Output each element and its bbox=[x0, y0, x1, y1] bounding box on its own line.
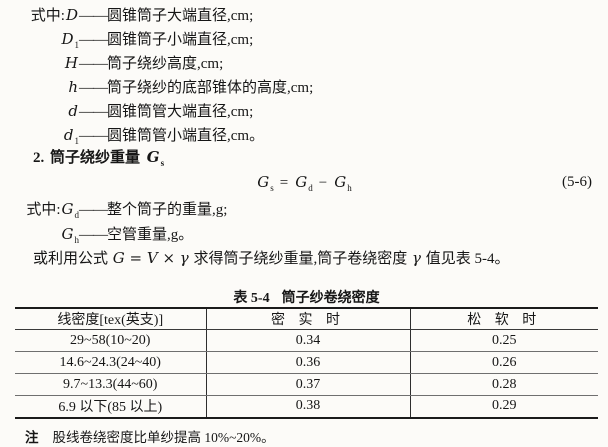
definition-variable: h bbox=[68, 78, 78, 96]
definition-line: d —— 圆锥筒管大端直径,cm; bbox=[0, 99, 313, 123]
column-header-linear-density: 线密度[tex(英支)] bbox=[15, 308, 206, 330]
definition-dash: —— bbox=[79, 202, 108, 218]
cell-soft-value: 0.28 bbox=[409, 373, 598, 396]
definition-dash: —— bbox=[79, 8, 108, 24]
definition-text: 圆锥筒子大端直径,cm; bbox=[107, 8, 254, 24]
table-title: 表 5-4 筒子纱卷绕密度 bbox=[15, 287, 598, 307]
definition-line: D1 —— 圆锥筒子小端直径,cm; bbox=[0, 27, 313, 51]
cell-dense-value: 0.37 bbox=[205, 373, 410, 396]
definition-line: d1 —— 圆锥筒管小端直径,cm。 bbox=[0, 123, 313, 147]
definition-dash: —— bbox=[79, 227, 108, 243]
cell-soft-value: 0.25 bbox=[409, 329, 598, 352]
cell-dense-value: 0.34 bbox=[205, 329, 410, 352]
definition-line: h —— 筒子绕纱的底部锥体的高度,cm; bbox=[0, 75, 313, 99]
definition-line: H —— 筒子绕纱高度,cm; bbox=[0, 51, 313, 75]
definition-text: 整个筒子的重量,g; bbox=[107, 202, 228, 218]
definition-dash: —— bbox=[79, 32, 108, 48]
definition-line: 式中:D —— 圆锥筒子大端直径,cm; bbox=[0, 3, 313, 27]
definition-dash: —— bbox=[79, 56, 108, 72]
cell-density-range: 29~58(10~20) bbox=[15, 329, 206, 352]
cell-dense-value: 0.36 bbox=[205, 351, 410, 374]
definition-variable: H bbox=[64, 54, 78, 72]
table-row: 14.6~24.3(24~40) 0.36 0.26 bbox=[15, 351, 598, 374]
definition-text: 圆锥筒管大端直径,cm; bbox=[107, 104, 254, 120]
cell-density-range: 14.6~24.3(24~40) bbox=[15, 351, 206, 374]
definition-text: 空管重量,g。 bbox=[107, 227, 194, 243]
table-header-row: 线密度[tex(英支)] 密 实 时 松 软 时 bbox=[15, 308, 598, 330]
definition-variable: d1 bbox=[63, 126, 79, 146]
section-heading: 2. 筒子绕纱重量 Gs bbox=[33, 148, 165, 168]
winding-density-table: 线密度[tex(英支)] 密 实 时 松 软 时 29~58(10~20) 0.… bbox=[15, 307, 598, 419]
note-text: 股线卷绕密度比单纱提高 10%~20%。 bbox=[52, 430, 275, 445]
definition-variable: Gh bbox=[61, 225, 79, 245]
table-row: 6.9 以下(85 以上) 0.38 0.29 bbox=[15, 395, 598, 418]
column-header-soft: 松 软 时 bbox=[409, 308, 598, 330]
definition-list-weight: 式中:Gd —— 整个筒子的重量,g; Gh —— 空管重量,g。 bbox=[0, 197, 227, 247]
table-footnote: 注股线卷绕密度比单纱提高 10%~20%。 bbox=[25, 426, 275, 446]
definition-dash: —— bbox=[79, 80, 108, 96]
definition-text: 圆锥筒子小端直径,cm; bbox=[107, 32, 254, 48]
equation-row: Gs = Gd − Gh (5-6) bbox=[0, 171, 608, 193]
note-label: 注 bbox=[25, 430, 39, 445]
body-paragraph: 或利用公式 G = V × γ 求得筒子绕纱重量,筒子卷绕密度 γ 值见表 5-… bbox=[33, 249, 510, 267]
definition-dash: —— bbox=[79, 128, 108, 144]
column-header-dense: 密 实 时 bbox=[205, 308, 410, 330]
cell-soft-value: 0.26 bbox=[409, 351, 598, 374]
definition-text: 圆锥筒管小端直径,cm。 bbox=[107, 128, 265, 144]
definition-line: Gh —— 空管重量,g。 bbox=[0, 222, 227, 247]
table-row: 9.7~13.3(44~60) 0.37 0.28 bbox=[15, 373, 598, 396]
cell-density-range: 6.9 以下(85 以上) bbox=[58, 400, 163, 416]
definition-dash: —— bbox=[79, 104, 108, 120]
definition-line: 式中:Gd —— 整个筒子的重量,g; bbox=[0, 197, 227, 222]
table-row: 29~58(10~20) 0.34 0.25 bbox=[15, 329, 598, 352]
definition-variable: d bbox=[68, 102, 78, 120]
definition-variable: 式中:D bbox=[30, 6, 78, 24]
gamma-symbol: γ bbox=[412, 249, 421, 267]
section-variable: G bbox=[146, 148, 160, 166]
equation-number: (5-6) bbox=[562, 174, 592, 190]
cell-density-range: 9.7~13.3(44~60) bbox=[15, 373, 206, 396]
definition-text: 筒子绕纱的底部锥体的高度,cm; bbox=[107, 80, 314, 96]
cell-soft-value: 0.29 bbox=[409, 395, 598, 418]
equation-body: Gs = Gd − Gh bbox=[257, 173, 352, 193]
definition-list-cone: 式中:D —— 圆锥筒子大端直径,cm; D1 —— 圆锥筒子小端直径,cm; H —— 筒… bbox=[0, 3, 313, 147]
definition-variable: 式中:Gd bbox=[26, 200, 79, 220]
section-title: 筒子绕纱重量 bbox=[50, 150, 141, 166]
section-number: 2. bbox=[33, 150, 45, 166]
inline-formula: G = V × γ bbox=[112, 249, 189, 267]
definition-variable: D1 bbox=[61, 30, 79, 50]
definition-text: 筒子绕纱高度,cm; bbox=[107, 56, 224, 72]
cell-dense-value: 0.38 bbox=[205, 395, 410, 418]
table-caption: 筒子纱卷绕密度 bbox=[281, 291, 380, 306]
table-number: 表 5-4 bbox=[233, 291, 270, 306]
